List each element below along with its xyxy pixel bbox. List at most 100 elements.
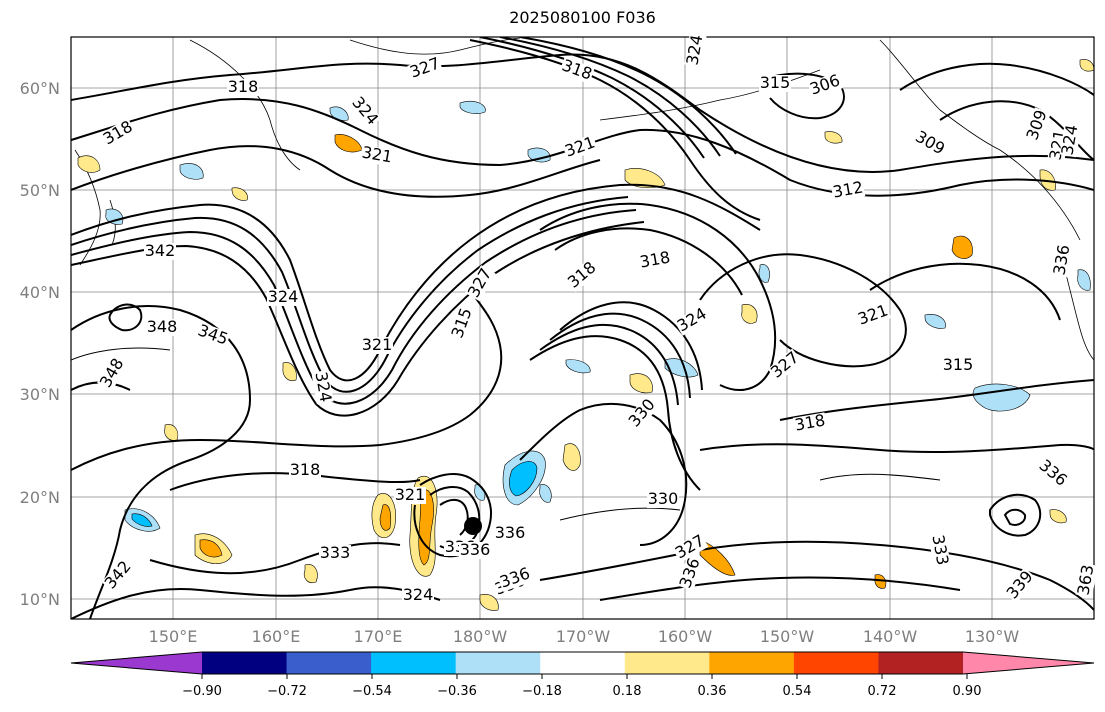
contour-label-bg bbox=[1075, 562, 1098, 598]
contour-label-bg bbox=[144, 243, 176, 260]
contour-label-bg bbox=[672, 532, 709, 563]
contour-label: 324 bbox=[268, 287, 299, 306]
colorbar-bin bbox=[371, 652, 457, 674]
lat-label: 60°N bbox=[20, 79, 60, 98]
contour-label: 348 bbox=[147, 317, 178, 336]
contour-label-bg bbox=[807, 72, 844, 99]
contour-label-bg bbox=[1034, 456, 1071, 491]
storm-center-marker bbox=[464, 517, 482, 535]
colorbar-bin bbox=[286, 652, 372, 674]
lat-label: 50°N bbox=[20, 181, 60, 200]
colorbar-tick-label: 0.18 bbox=[613, 684, 642, 699]
colorbar-bin bbox=[540, 652, 626, 674]
contour-label-bg bbox=[674, 305, 711, 336]
contour-label: 333 bbox=[320, 543, 351, 562]
contour-label: 315 bbox=[943, 355, 974, 374]
lon-label: 180°W bbox=[453, 627, 508, 646]
contour-label: 336 bbox=[495, 523, 526, 542]
lat-label: 20°N bbox=[20, 488, 60, 507]
contour-label-bg bbox=[359, 144, 395, 167]
contour-label-bg bbox=[830, 179, 866, 202]
contour-label: 321 bbox=[395, 485, 426, 504]
contour-label: 318 bbox=[228, 77, 259, 96]
contour-label-bg bbox=[311, 369, 334, 405]
contour-label-bg bbox=[227, 79, 259, 96]
contour-label-bg bbox=[1059, 122, 1082, 158]
contour-label-bg bbox=[402, 587, 434, 604]
contour-label-bg bbox=[361, 337, 393, 354]
contour-label-bg bbox=[564, 258, 601, 293]
contour-label-bg bbox=[267, 289, 299, 306]
contour-label-bg bbox=[767, 348, 804, 383]
lon-label: 170°E bbox=[354, 627, 403, 646]
contour-label: 330 bbox=[648, 489, 679, 508]
contour-label-bg bbox=[319, 545, 351, 562]
contour-label-bg bbox=[855, 302, 892, 329]
contour-label-bg bbox=[684, 32, 707, 68]
contour-label-bg bbox=[194, 322, 231, 349]
positive-anomalies bbox=[77, 59, 1094, 611]
colorbar-tick-label: −0.36 bbox=[437, 684, 477, 699]
colorbar-extension-high bbox=[963, 652, 1094, 674]
colorbar-bin bbox=[709, 652, 795, 674]
contour-label: 318 bbox=[290, 460, 321, 479]
negative-anomalies bbox=[105, 101, 1091, 532]
contour-label-bg bbox=[928, 532, 951, 568]
lon-label: 150°E bbox=[149, 627, 198, 646]
contour-label-bg bbox=[625, 395, 660, 432]
colorbar-tick-label: −0.18 bbox=[522, 684, 562, 699]
colorbar-tick-label: 0.90 bbox=[953, 684, 982, 699]
colorbar-tick-label: −0.72 bbox=[267, 684, 307, 699]
contour-label-bg bbox=[407, 55, 444, 82]
map-frame bbox=[70, 36, 1095, 620]
contour-label: 315 bbox=[760, 73, 791, 92]
colorbar-tick-label: −0.90 bbox=[182, 684, 222, 699]
contour-label-bg bbox=[347, 93, 382, 130]
contour-label-bg bbox=[792, 412, 828, 435]
lon-label: 150°W bbox=[760, 627, 815, 646]
contour-label-bg bbox=[101, 557, 136, 594]
contour-label-bg bbox=[637, 249, 673, 272]
contour-label-bg bbox=[647, 491, 679, 508]
colorbar-bin bbox=[878, 652, 964, 674]
contour-label-bg bbox=[1051, 242, 1074, 278]
map-content bbox=[71, 37, 1094, 619]
colorbar-tick-label: 0.72 bbox=[868, 684, 897, 699]
colorbar-tick-label: −0.54 bbox=[352, 684, 392, 699]
contour-label-bg bbox=[459, 542, 491, 559]
lon-label: 130°W bbox=[965, 627, 1020, 646]
colorbar-bin bbox=[202, 652, 288, 674]
colorbar-bin bbox=[793, 652, 879, 674]
lon-label: 140°W bbox=[863, 627, 918, 646]
colorbar-bin bbox=[624, 652, 710, 674]
colorbar-bin bbox=[455, 652, 541, 674]
latitude-labels: 60°N 50°N 40°N 30°N 20°N 10°N bbox=[20, 79, 60, 609]
contour-label: 321 bbox=[362, 335, 393, 354]
contour-label-bg bbox=[942, 357, 974, 374]
lon-label: 160°E bbox=[252, 627, 301, 646]
colorbar-extension-low bbox=[71, 652, 202, 674]
contour-label-bg bbox=[394, 487, 426, 504]
contour-label-bg bbox=[558, 57, 595, 84]
contour-label-bg bbox=[100, 118, 137, 149]
lon-label: 160°W bbox=[658, 627, 713, 646]
contour-label-bg bbox=[1024, 107, 1051, 144]
contour-label-bg bbox=[562, 134, 599, 161]
contour-label-bg bbox=[911, 128, 948, 159]
colorbar: −0.90 −0.72 −0.54 −0.36 −0.18 0.18 0.36 0.54 0.7… bbox=[70, 651, 1095, 699]
contour-label-bg bbox=[494, 525, 526, 542]
thin-contours bbox=[71, 347, 941, 521]
lat-label: 30°N bbox=[20, 385, 60, 404]
contour-label-bg bbox=[449, 305, 476, 342]
contour-label: 324 bbox=[403, 585, 434, 604]
longitude-labels: 150°E 160°E 170°E 180°W 170°W 160°W 150°… bbox=[149, 627, 1020, 646]
contour-label-bg bbox=[497, 565, 534, 592]
contour-label-bg bbox=[1003, 567, 1038, 604]
colorbar-tick-label: 0.54 bbox=[783, 684, 812, 699]
contour-label-bg bbox=[146, 319, 178, 336]
contour-label-bg bbox=[677, 555, 704, 592]
lat-label: 40°N bbox=[20, 283, 60, 302]
lon-label: 170°W bbox=[556, 627, 611, 646]
map-title: 2025080100 F036 bbox=[509, 8, 656, 27]
